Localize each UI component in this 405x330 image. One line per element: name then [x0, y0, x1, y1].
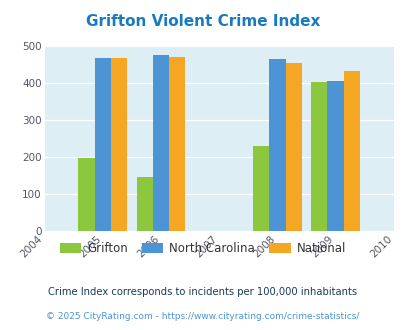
Bar	[269, 59, 285, 231]
Bar	[252, 147, 269, 231]
Bar	[136, 177, 153, 231]
Bar	[343, 71, 359, 231]
Text: © 2025 CityRating.com - https://www.cityrating.com/crime-statistics/: © 2025 CityRating.com - https://www.city…	[46, 312, 359, 321]
Bar	[111, 58, 127, 231]
Bar	[78, 158, 94, 231]
Bar	[285, 63, 301, 231]
Legend: Grifton, North Carolina, National: Grifton, North Carolina, National	[55, 237, 350, 260]
Text: Crime Index corresponds to incidents per 100,000 inhabitants: Crime Index corresponds to incidents per…	[48, 287, 357, 297]
Bar	[153, 55, 169, 231]
Text: Grifton Violent Crime Index: Grifton Violent Crime Index	[85, 14, 320, 29]
Bar	[94, 58, 111, 231]
Bar	[169, 57, 185, 231]
Bar	[327, 81, 343, 231]
Bar	[310, 82, 327, 231]
